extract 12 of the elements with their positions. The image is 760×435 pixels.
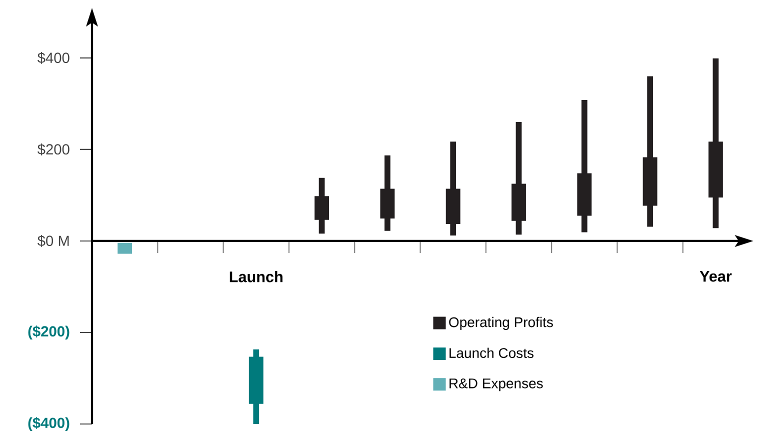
y-tick-label: $400 — [38, 52, 70, 64]
x-tick-label: Launch — [230, 270, 282, 282]
candlestick — [314, 178, 330, 234]
legend-label: R&D Expenses — [450, 378, 543, 391]
y-tick-label: ($400) — [28, 416, 70, 431]
legend-label: Operating Profits — [449, 316, 553, 330]
candlestick — [118, 242, 132, 254]
y-tick-label: ($200) — [28, 325, 70, 340]
legend-label: Launch Costs — [450, 348, 534, 358]
y-tick-label: $0 M — [38, 234, 69, 247]
x-tick-label: Year — [700, 270, 732, 282]
y-tick-label: $200 — [38, 143, 70, 156]
